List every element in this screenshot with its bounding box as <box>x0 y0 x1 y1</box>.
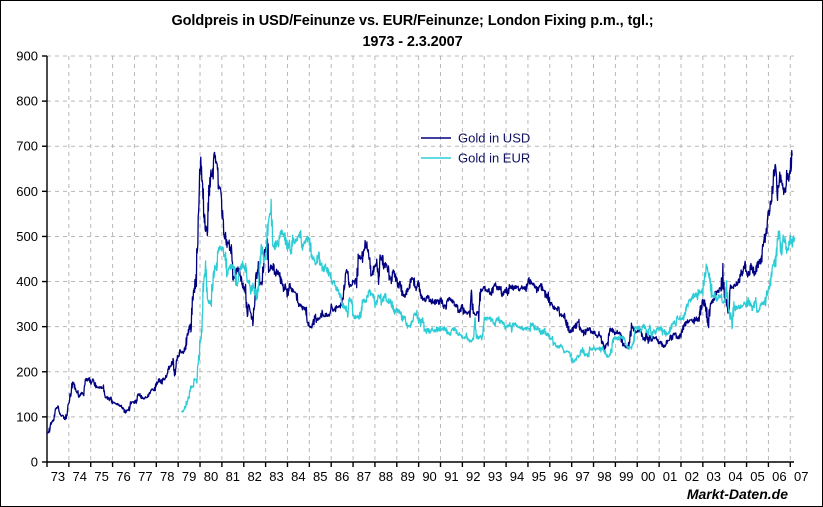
x-tick-label: 75 <box>94 469 108 484</box>
x-tick-label: 97 <box>575 469 589 484</box>
x-tick-label: 85 <box>313 469 327 484</box>
x-tick-label: 96 <box>554 469 568 484</box>
x-tick-label: 81 <box>226 469 240 484</box>
y-tick-label: 400 <box>16 274 38 289</box>
x-tick-label: 89 <box>400 469 414 484</box>
y-tick-label: 0 <box>31 455 38 470</box>
x-tick-label: 80 <box>204 469 218 484</box>
x-tick-label: 95 <box>532 469 546 484</box>
x-tick-label: 94 <box>510 469 524 484</box>
x-tick-label: 06 <box>772 469 786 484</box>
x-tick-label: 73 <box>51 469 65 484</box>
x-tick-label: 00 <box>641 469 655 484</box>
x-tick-label: 01 <box>663 469 677 484</box>
x-tick-label: 91 <box>444 469 458 484</box>
x-axis-tick-labels: 73 74 75 76 77 78 79 80 81 82 83 84 85 86 87 88 89 90 91 92… <box>51 469 809 484</box>
x-tick-label: 82 <box>247 469 261 484</box>
chart-title-line1: Goldpreis in USD/Feinunze vs. EUR/Feinun… <box>171 13 654 29</box>
x-tick-label: 84 <box>291 469 305 484</box>
legend-label-usd: Gold in USD <box>458 131 530 146</box>
y-tick-label: 100 <box>16 409 38 424</box>
data-series <box>46 149 796 435</box>
y-tick-label: 600 <box>16 184 38 199</box>
x-tick-label: 02 <box>685 469 699 484</box>
x-tick-label: 03 <box>707 469 721 484</box>
x-tick-label: 87 <box>357 469 371 484</box>
x-tick-label: 76 <box>116 469 130 484</box>
chart-legend: Gold in USD Gold in EUR <box>421 131 530 166</box>
series-line-usd <box>46 149 793 435</box>
y-tick-label: 800 <box>16 94 38 109</box>
y-tick-label: 900 <box>16 49 38 64</box>
x-tick-label: 98 <box>597 469 611 484</box>
x-tick-label: 83 <box>269 469 283 484</box>
x-tick-label: 78 <box>160 469 174 484</box>
y-tick-label: 200 <box>16 364 38 379</box>
x-tick-label: 92 <box>466 469 480 484</box>
x-tick-label: 90 <box>422 469 436 484</box>
x-tick-label: 74 <box>73 469 87 484</box>
y-tick-label: 700 <box>16 139 38 154</box>
legend-label-eur: Gold in EUR <box>458 151 530 166</box>
x-tick-label: 04 <box>728 469 742 484</box>
watermark-label: Markt-Daten.de <box>687 486 788 502</box>
series-line-eur <box>181 198 796 413</box>
x-tick-label: 79 <box>182 469 196 484</box>
y-tick-label: 300 <box>16 319 38 334</box>
gridlines <box>46 55 794 462</box>
y-tick-label: 500 <box>16 229 38 244</box>
chart-title-line2: 1973 - 2.3.2007 <box>362 34 463 50</box>
y-axis-tick-labels: 0 100 200 300 400 500 600 700 800 900 <box>16 49 38 470</box>
axes <box>42 55 794 467</box>
x-tick-label: 07 <box>794 469 808 484</box>
x-tick-label: 99 <box>619 469 633 484</box>
x-tick-label: 88 <box>379 469 393 484</box>
watermark: Markt-Daten.de <box>687 486 788 502</box>
x-tick-label: 77 <box>138 469 152 484</box>
chart-title: Goldpreis in USD/Feinunze vs. EUR/Feinun… <box>1 11 822 53</box>
x-tick-label: 05 <box>750 469 764 484</box>
x-tick-label: 86 <box>335 469 349 484</box>
x-tick-label: 93 <box>488 469 502 484</box>
